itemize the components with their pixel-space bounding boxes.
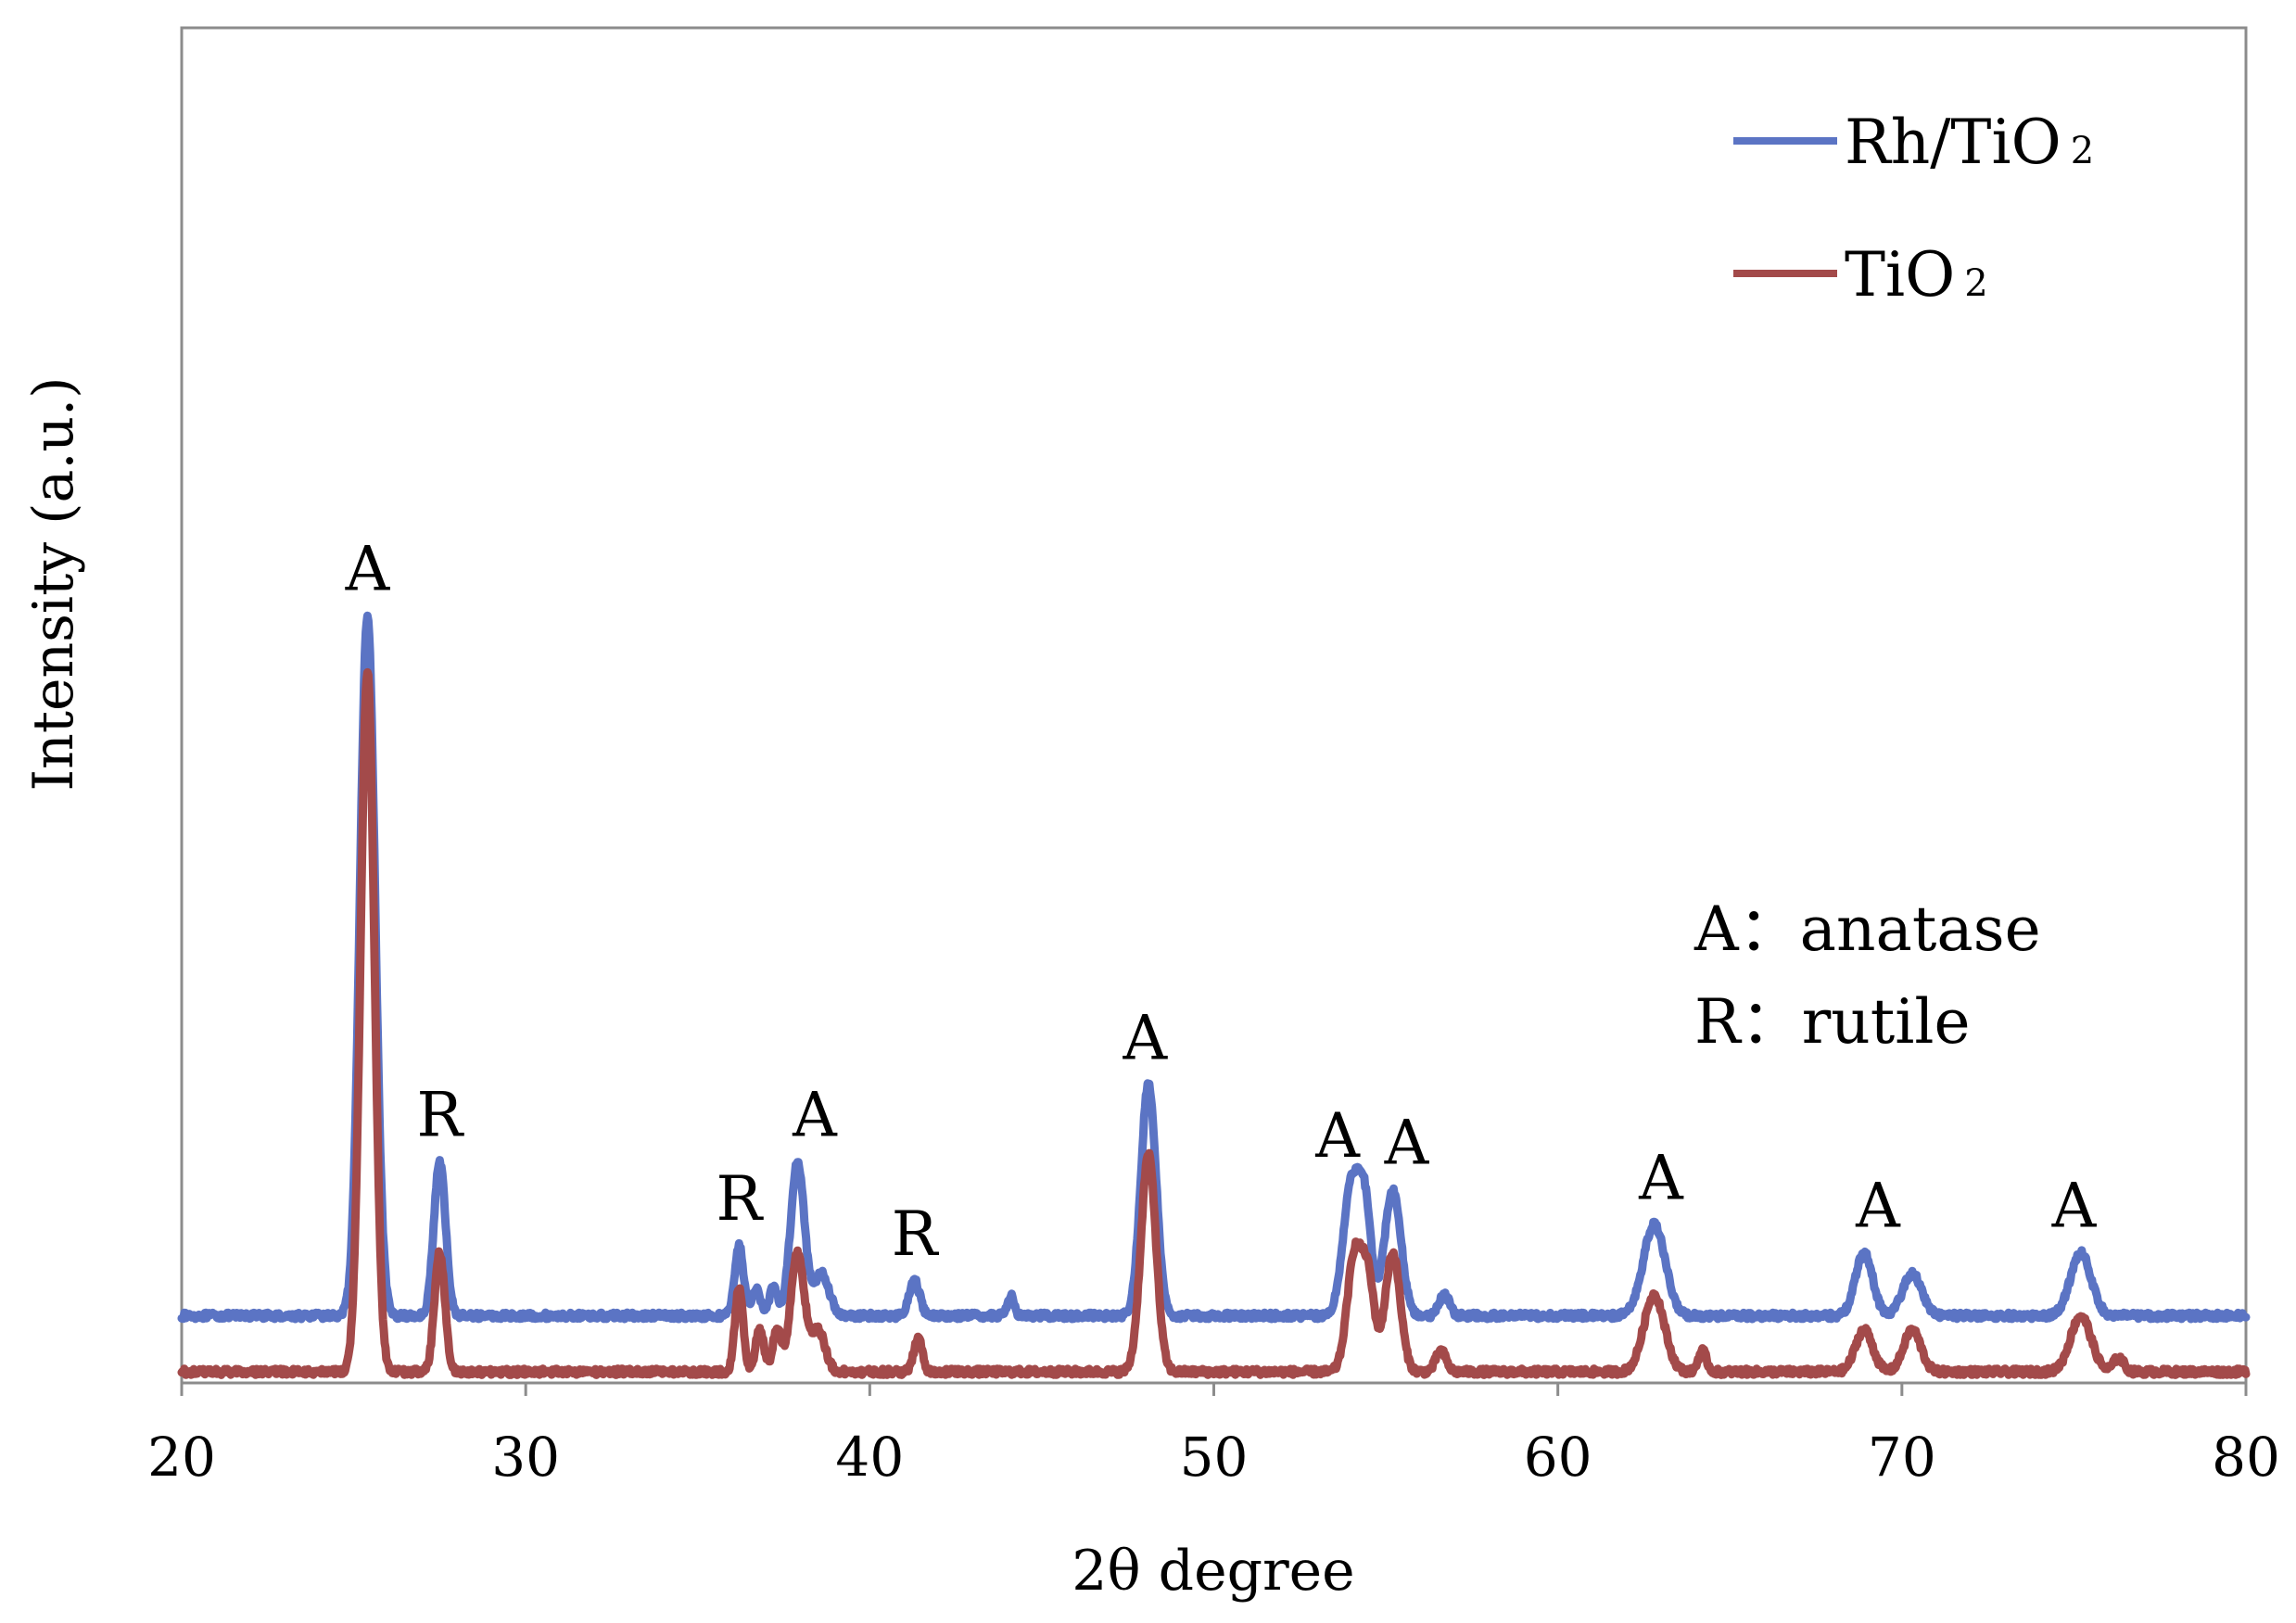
peak-label-4: R xyxy=(892,1198,940,1270)
x-tick-label-80: 80 xyxy=(2212,1426,2280,1489)
y-axis-title: Intensity (a.u.) xyxy=(21,376,86,791)
x-tick-label-40: 40 xyxy=(835,1426,904,1489)
x-axis-ticks: 20 30 40 50 60 70 80 xyxy=(147,1383,2280,1489)
x-tick-label-70: 70 xyxy=(1868,1426,1936,1489)
x-tick-label-30: 30 xyxy=(491,1426,560,1489)
peak-label-7: A xyxy=(1384,1108,1430,1179)
legend-label-tio2: TiO 2 xyxy=(1845,239,1988,311)
x-tick-label-20: 20 xyxy=(147,1426,216,1489)
peak-label-1: R xyxy=(417,1080,465,1151)
legend-label-rh-tio2: Rh/TiO 2 xyxy=(1845,107,2094,178)
x-tick-label-60: 60 xyxy=(1524,1426,1592,1489)
peak-label-0: A xyxy=(345,534,391,605)
x-axis-title: 2θ degree xyxy=(1072,1539,1354,1604)
peak-label-2: R xyxy=(716,1163,764,1235)
series-layer xyxy=(177,611,2251,1379)
peak-label-3: A xyxy=(792,1080,838,1151)
series-line-tio2 xyxy=(177,667,2251,1379)
plot-frame xyxy=(180,26,2248,1385)
note-anatase: A：anatase xyxy=(1693,894,2041,965)
phase-key: A：anatase R：rutile xyxy=(1693,894,2041,1058)
peak-label-6: A xyxy=(1314,1100,1361,1172)
note-rutile: R：rutile xyxy=(1694,986,1971,1058)
peak-label-5: A xyxy=(1122,1003,1168,1074)
x-tick-label-50: 50 xyxy=(1180,1426,1249,1489)
peak-label-10: A xyxy=(2051,1171,2098,1242)
peak-label-9: A xyxy=(1855,1171,1901,1242)
legend: Rh/TiO 2 TiO 2 xyxy=(1733,107,2094,311)
series-line-rh-tio2 xyxy=(177,611,2251,1324)
peak-label-8: A xyxy=(1638,1143,1684,1214)
